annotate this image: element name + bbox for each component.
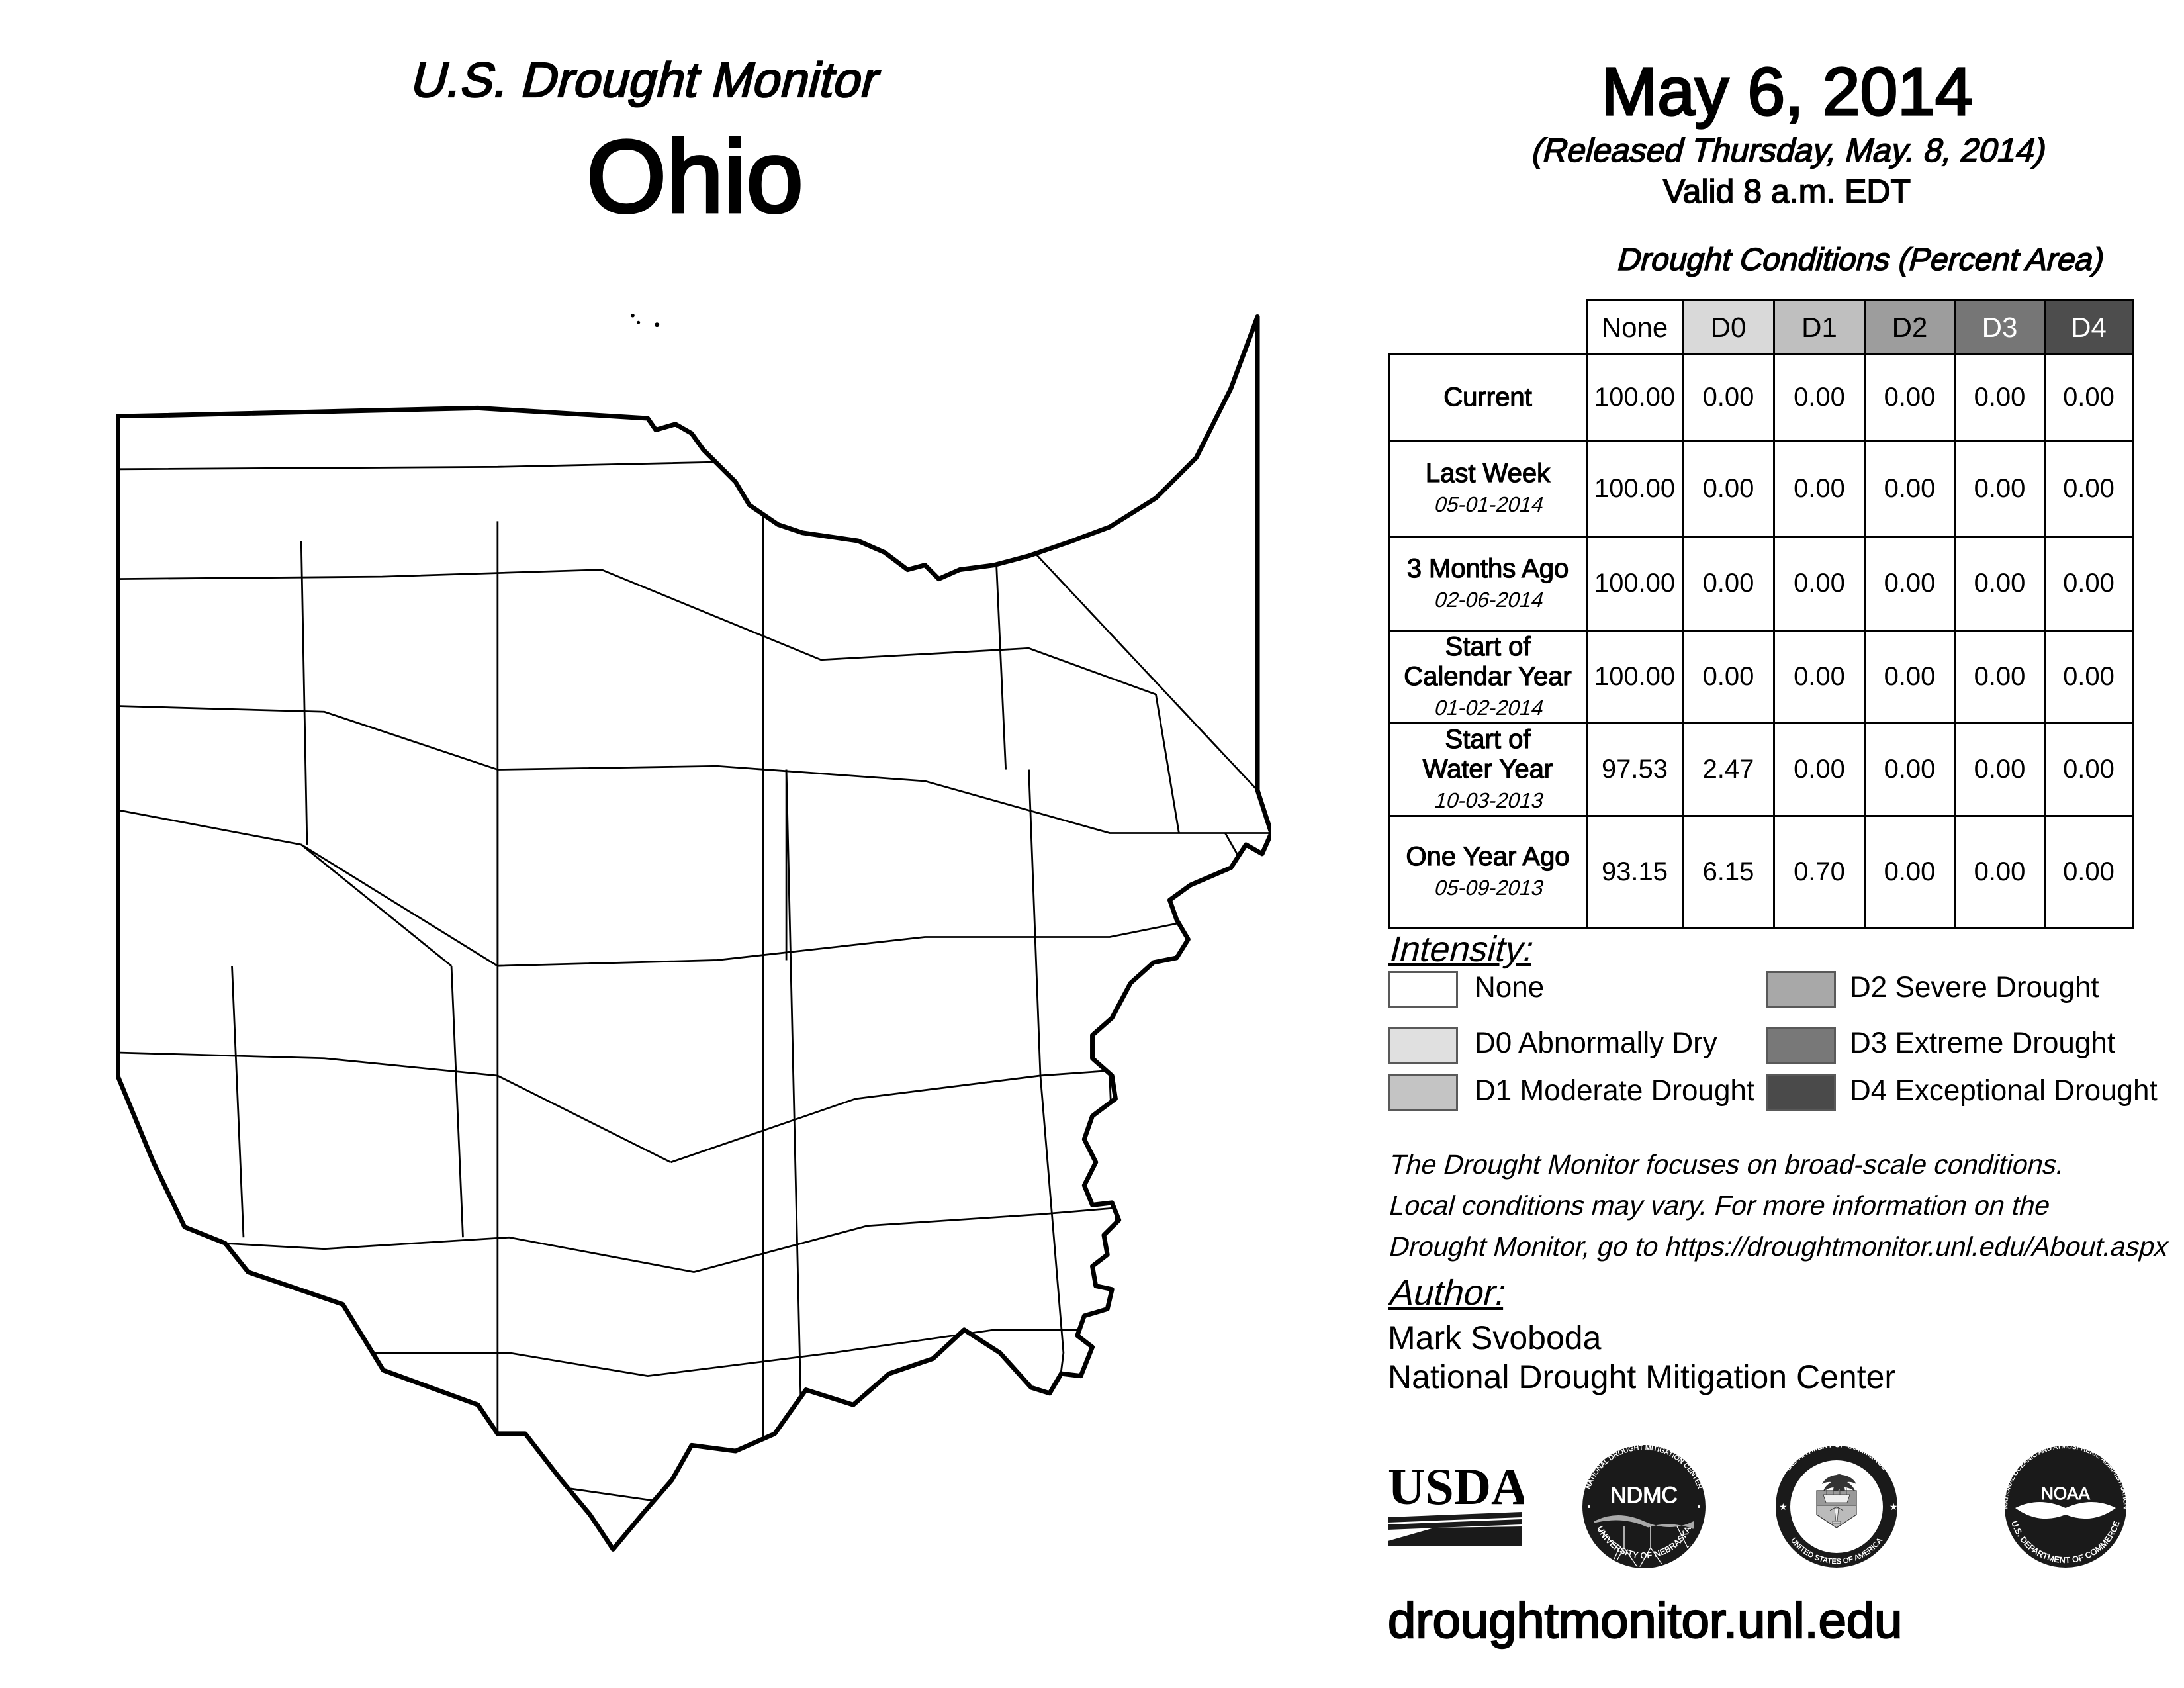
svg-text:NOAA: NOAA — [2041, 1483, 2090, 1503]
svg-text:★: ★ — [1889, 1501, 1898, 1512]
svg-text:NDMC: NDMC — [1610, 1483, 1678, 1508]
svg-text:★: ★ — [1779, 1501, 1788, 1512]
svg-text:USDA: USDA — [1388, 1458, 1524, 1515]
